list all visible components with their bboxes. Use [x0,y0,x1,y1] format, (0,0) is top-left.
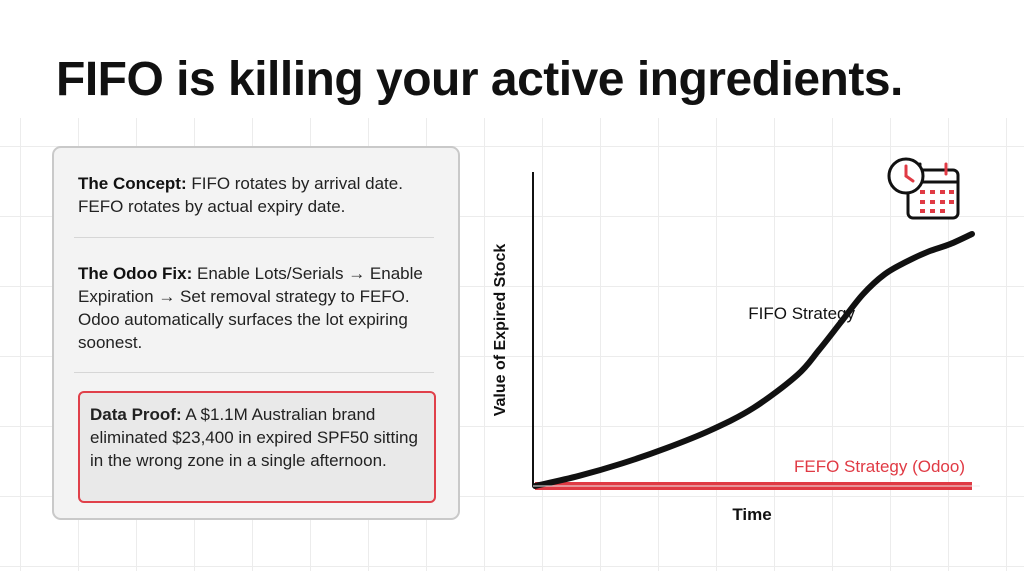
divider [74,237,434,238]
fifo-series-label: FIFO Strategy [748,304,855,323]
data-proof-text: A $1.1M Australian brand eliminated $23,… [90,405,418,470]
y-axis-label: Value of Expired Stock [492,244,509,417]
fefo-series-label: FEFO Strategy (Odoo) [794,457,965,476]
odoo-fix-text: Enable Lots/Serials → Enable Expiration … [78,264,423,352]
fifo-series-line [532,231,975,489]
info-panel: The Concept: FIFO rotates by arrival dat… [52,146,460,520]
divider [74,372,434,373]
expired-stock-chart: FIFO Strategy FEFO Strategy (Odoo) Value … [492,172,980,524]
chart-plot-area: FIFO Strategy FEFO Strategy (Odoo) [532,231,975,490]
odoo-fix-label: The Odoo Fix: [78,264,193,283]
data-proof-label: Data Proof: [90,405,182,424]
page-title: FIFO is killing your active ingredients. [56,53,903,106]
clock-calendar-icon [887,157,960,220]
concept-block: The Concept: FIFO rotates by arrival dat… [78,172,438,218]
odoo-fix-block: The Odoo Fix: Enable Lots/Serials → Enab… [78,262,438,354]
concept-text: FIFO rotates by arrival date. FEFO rotat… [78,174,403,216]
x-axis-label: Time [732,505,771,524]
concept-label: The Concept: [78,174,187,193]
data-proof-box: Data Proof: A $1.1M Australian brand eli… [78,391,436,503]
